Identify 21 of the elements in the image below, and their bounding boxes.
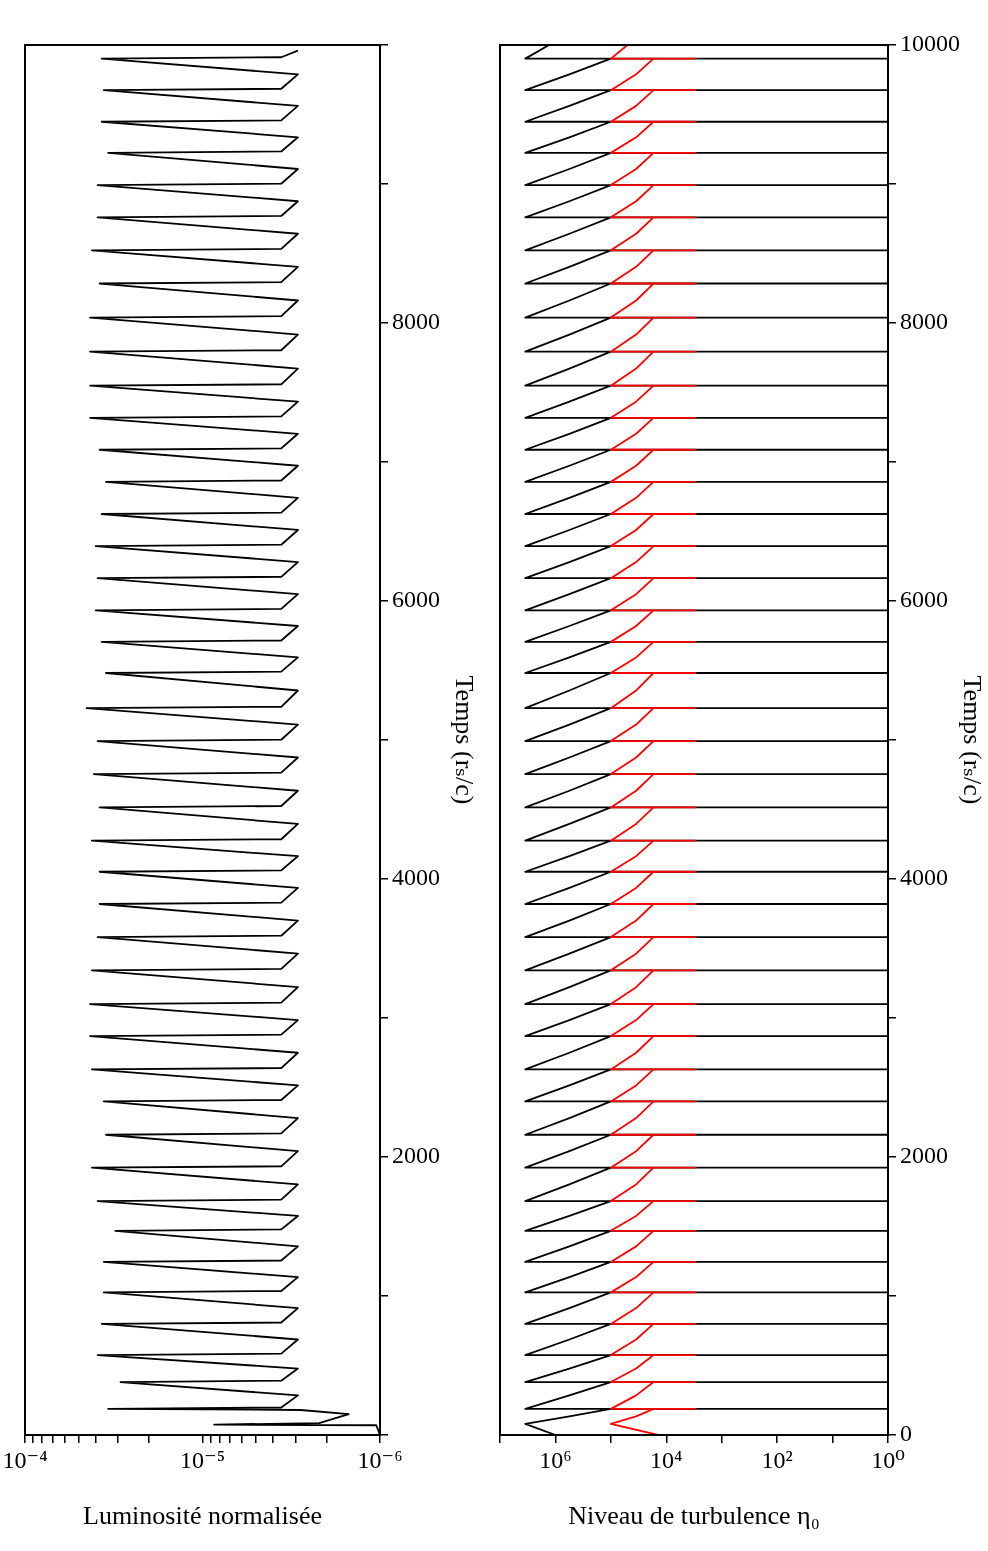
- y-tick-label: 2000: [392, 1142, 440, 1169]
- y-tick-label: 10000: [900, 30, 960, 57]
- y-tick-label: 6000: [900, 586, 948, 613]
- x-tick-label: 10²: [761, 1446, 793, 1473]
- y-tick-label: 8000: [900, 308, 948, 335]
- y-tick-label: 0: [900, 1420, 912, 1447]
- y-tick-label: 4000: [900, 864, 948, 891]
- x-tick-label: 10⁰: [871, 1446, 905, 1473]
- x-tick-label: 10⁻⁴: [2, 1446, 48, 1473]
- y-tick-label: 4000: [392, 864, 440, 891]
- x-axis-title: Luminosité normalisée: [82, 1501, 323, 1531]
- y-tick-label: 2000: [900, 1142, 948, 1169]
- x-tick-label: 10⁶: [539, 1446, 572, 1473]
- y-tick-label: 8000: [392, 308, 440, 335]
- y-axis-title: Temps (rₛ/c): [449, 675, 479, 805]
- x-tick-label: 10⁻⁵: [179, 1446, 226, 1473]
- y-axis-title: Temps (rₛ/c): [957, 675, 987, 805]
- y-tick-label: 6000: [392, 586, 440, 613]
- x-tick-label: 10⁻⁶: [357, 1446, 403, 1473]
- x-tick-label: 10⁴: [650, 1446, 683, 1473]
- x-axis-title: Niveau de turbulence η₀: [568, 1501, 820, 1531]
